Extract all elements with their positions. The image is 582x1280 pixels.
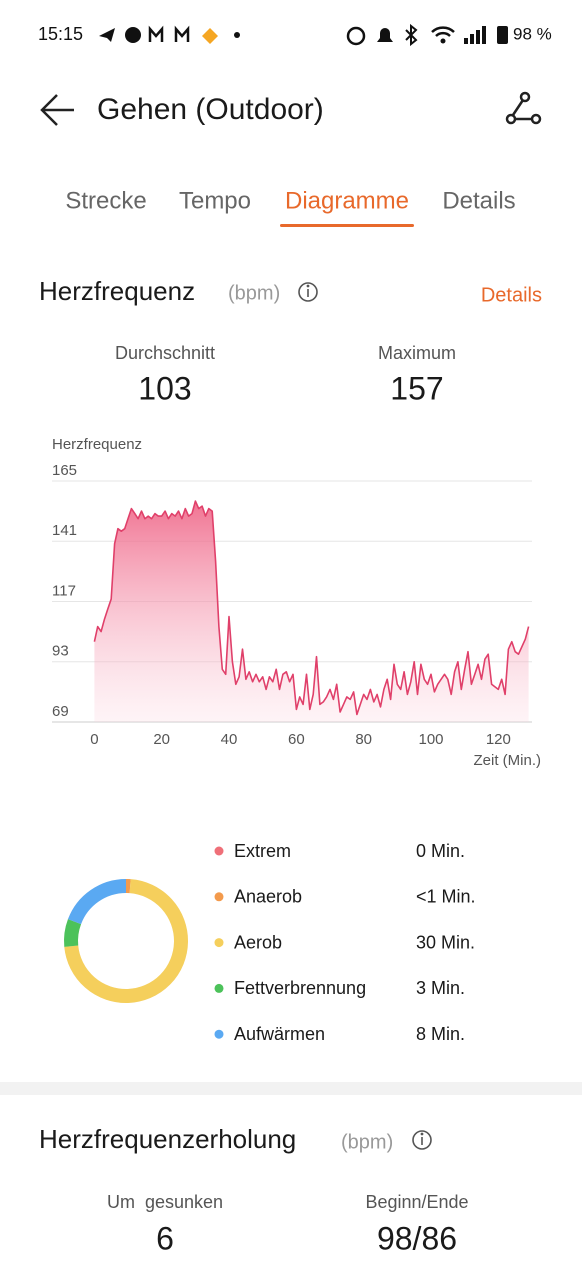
legend-label: Anaerob — [234, 887, 302, 907]
status-battery: 98 % — [513, 24, 552, 43]
legend-dot — [214, 1029, 224, 1039]
details-link[interactable]: Details — [481, 284, 542, 306]
heart-rate-chart: Herzfrequenz Zeit (Min.) 69 93 117 141 165 0 20 4… — [52, 436, 541, 769]
y-tick-label: 69 — [52, 703, 69, 720]
legend-label: Fettverbrennung — [234, 978, 366, 998]
stat-value: 6 — [156, 1220, 174, 1256]
unit-label: (bpm) — [341, 1131, 393, 1153]
status-icons — [99, 23, 508, 47]
legend-label: Aufwärmen — [234, 1024, 325, 1044]
stat-value: 98/86 — [377, 1220, 457, 1256]
y-tick-label: 141 — [52, 522, 77, 539]
x-tick-label: 120 — [486, 731, 511, 748]
status-time: 15:15 — [38, 24, 83, 44]
y-tick-label: 117 — [52, 582, 76, 599]
stat-value: 103 — [138, 370, 191, 406]
tab[interactable]: Tempo — [179, 187, 251, 214]
stat-label: Beginn/Ende — [365, 1192, 468, 1212]
donut-segment — [64, 879, 188, 1003]
donut-segment — [64, 919, 82, 947]
stat-value: 157 — [390, 370, 443, 406]
legend-value: <1 Min. — [416, 887, 476, 907]
legend-label: Extrem — [234, 841, 291, 861]
x-tick-label: 60 — [288, 731, 305, 748]
stat-label: Durchschnitt — [115, 343, 215, 363]
section-divider — [0, 1082, 582, 1095]
tab-indicator — [280, 224, 414, 227]
page-title: Gehen (Outdoor) — [97, 93, 324, 126]
line — [93, 500, 530, 716]
tab-bar: Strecke Tempo Diagramme Details — [65, 187, 516, 227]
x-tick-label: 0 — [90, 731, 98, 748]
y-tick-label: 165 — [52, 462, 77, 479]
legend-dot — [214, 983, 224, 993]
x-tick-label: 20 — [153, 731, 170, 748]
legend-value: 0 Min. — [416, 841, 465, 861]
unit-label: (bpm) — [228, 282, 280, 304]
legend-dot — [214, 892, 224, 902]
x-tick-label: 80 — [355, 731, 372, 748]
legend-value: 8 Min. — [416, 1024, 465, 1044]
tab[interactable]: Diagramme — [285, 187, 409, 214]
x-axis-title: Zeit (Min.) — [474, 752, 542, 769]
zone-chart: Extrem 0 Min. Anaerob <1 Min. Aerob 30 Min. Fe… — [64, 841, 476, 1044]
section-title: Herzfrequenz — [39, 276, 195, 306]
line-area — [94, 501, 529, 722]
info-icon[interactable] — [412, 1130, 432, 1150]
y-tick-label: 93 — [52, 643, 69, 660]
legend-label: Aerob — [234, 932, 282, 952]
x-tick-label: 40 — [221, 731, 238, 748]
tab[interactable]: Strecke — [65, 187, 146, 214]
route-button[interactable] — [505, 91, 542, 125]
y-axis-title: Herzfrequenz — [52, 436, 142, 453]
donut-segment — [67, 879, 127, 925]
legend-dot — [214, 846, 224, 856]
stat-label: Maximum — [378, 343, 456, 363]
legend-value: 30 Min. — [416, 932, 475, 952]
legend-dot — [214, 938, 224, 948]
back-button[interactable] — [40, 94, 74, 126]
tab[interactable]: Details — [442, 187, 515, 214]
info-icon[interactable] — [298, 282, 318, 302]
legend-value: 3 Min. — [416, 978, 465, 998]
stat-label: Um gesunken — [107, 1192, 223, 1212]
section-title: Herzfrequenzerholung — [39, 1124, 296, 1154]
x-tick-label: 100 — [418, 731, 443, 748]
